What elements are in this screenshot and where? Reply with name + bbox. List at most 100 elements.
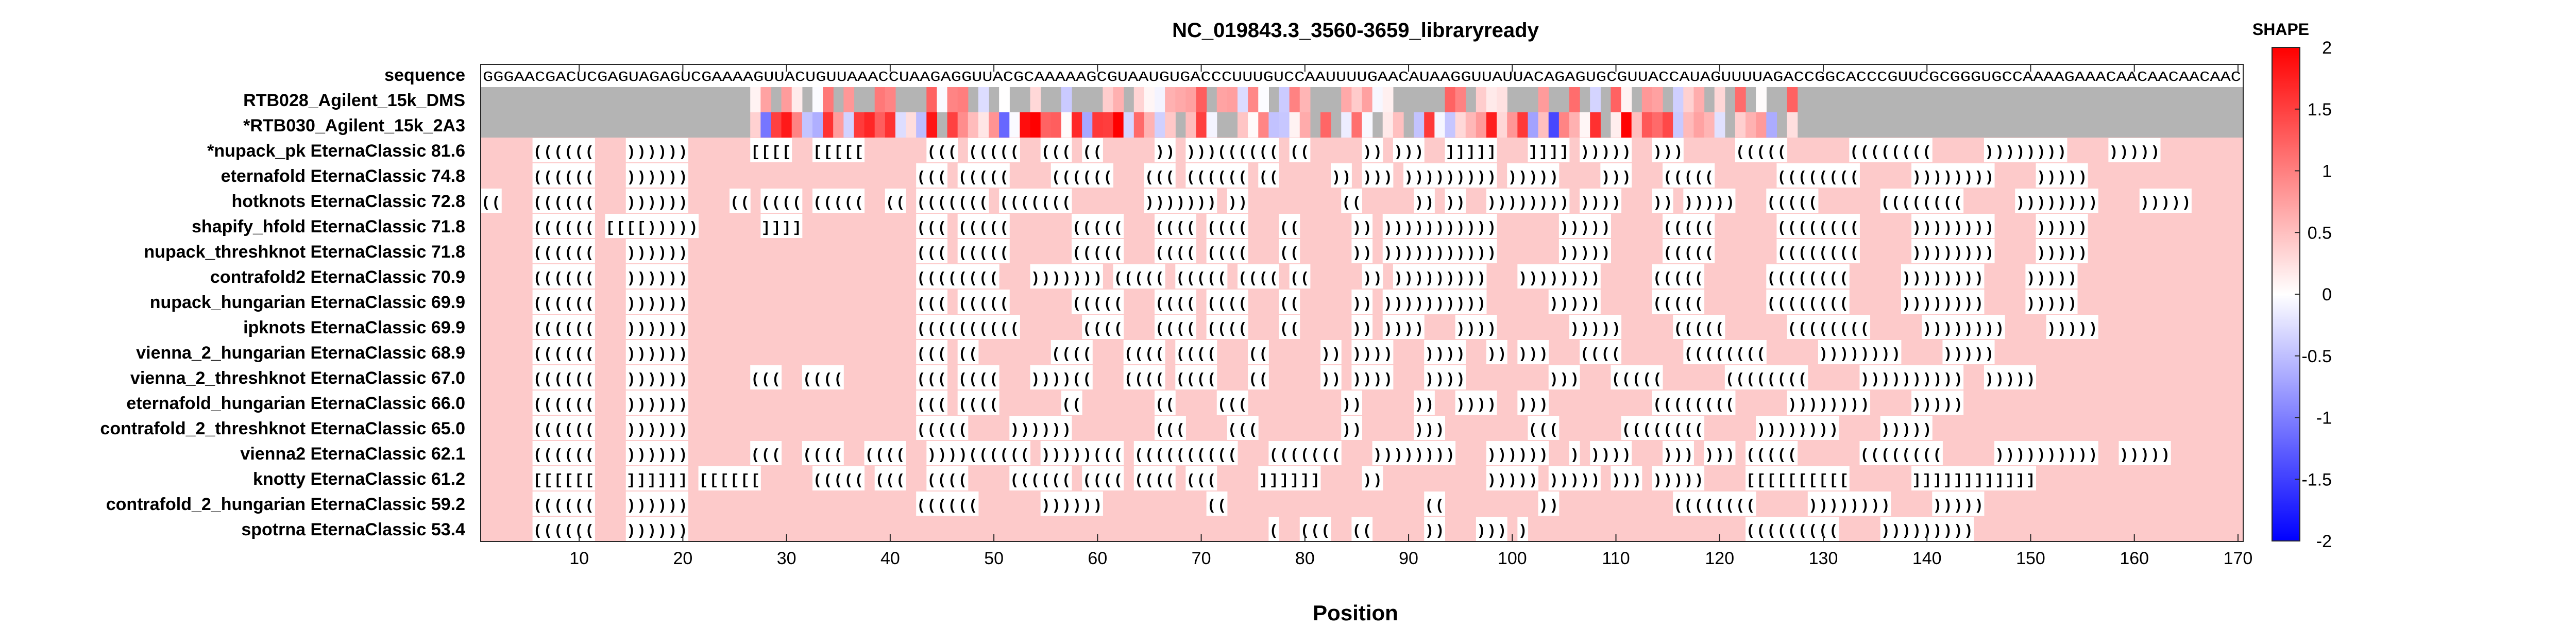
- paired-cell: [1880, 365, 1891, 389]
- paired-cell: [677, 138, 688, 162]
- paired-cell: [1807, 189, 1819, 213]
- paired-cell: [854, 466, 865, 490]
- bracket-char: (: [585, 396, 594, 413]
- paired-cell: [1704, 189, 1715, 213]
- bracket-char: (: [533, 497, 542, 514]
- colorbar-tick-label: -1: [2316, 409, 2332, 428]
- paired-cell: [574, 189, 585, 213]
- bracket-char: ): [668, 194, 677, 211]
- bracket-char: ): [1850, 497, 1859, 514]
- paired-cell: [677, 290, 688, 314]
- bracket-char: (: [1757, 447, 1766, 464]
- bracket-char: ): [1902, 371, 1910, 388]
- bracket-char: ): [1383, 447, 1392, 464]
- paired-cell: [1828, 416, 1839, 440]
- paired-cell: [1580, 138, 1590, 162]
- paired-cell: [1704, 492, 1715, 516]
- paired-cell: [1673, 492, 1684, 516]
- bracket-char: ): [1466, 245, 1475, 262]
- paired-cell: [1663, 441, 1673, 465]
- paired-cell: [1455, 138, 1466, 162]
- paired-cell: [1693, 340, 1705, 364]
- paired-cell: [1372, 163, 1383, 188]
- paired-cell: [1745, 340, 1756, 364]
- bracket-char: ): [1062, 447, 1071, 464]
- paired-cell: [625, 264, 637, 289]
- bracket-char: (: [554, 497, 563, 514]
- paired-cell: [1600, 138, 1611, 162]
- paired-cell: [1268, 138, 1280, 162]
- bracket-char: ): [1394, 320, 1402, 337]
- shape-cell: [1216, 87, 1228, 112]
- bracket-char: (: [958, 245, 967, 262]
- paired-cell: [1797, 214, 1808, 238]
- paired-cell: [1745, 441, 1756, 465]
- paired-cell: [1911, 466, 1922, 490]
- bracket-char: ): [1207, 194, 1216, 211]
- paired-cell: [1818, 239, 1829, 263]
- bracket-char: ): [1062, 421, 1071, 438]
- paired-cell: [1963, 163, 1974, 188]
- bracket-char: ): [2109, 144, 2118, 161]
- paired-cell: [957, 290, 969, 314]
- bracket-char: ): [1352, 346, 1361, 363]
- paired-cell: [812, 138, 823, 162]
- paired-cell: [1072, 391, 1082, 415]
- paired-cell: [657, 264, 668, 289]
- paired-cell: [1227, 163, 1238, 188]
- shape-cell: [947, 87, 958, 112]
- paired-cell: [1258, 138, 1269, 162]
- bracket-char: ): [657, 522, 666, 539]
- paired-cell: [1652, 189, 1663, 213]
- bracket-char: ]: [1446, 144, 1454, 161]
- paired-cell: [957, 239, 969, 263]
- paired-cell: [1445, 441, 1456, 465]
- paired-cell: [1403, 264, 1414, 289]
- bracket-char: (: [917, 396, 926, 413]
- bracket-char: (: [1000, 169, 1009, 186]
- shape-cell: [1165, 87, 1176, 112]
- bracket-char: ): [1663, 447, 1672, 464]
- bracket-char: (: [1653, 396, 1662, 413]
- paired-cell: [1797, 315, 1808, 339]
- paired-cell: [2088, 441, 2098, 465]
- bracket-char: (: [574, 219, 583, 236]
- bracket-char: [: [844, 144, 853, 161]
- bracket-char: (: [1819, 320, 1827, 337]
- paired-cell: [2015, 138, 2026, 162]
- bracket-char: ): [1871, 371, 1879, 388]
- paired-cell: [1673, 264, 1684, 289]
- paired-cell: [1807, 163, 1819, 188]
- paired-cell: [1362, 315, 1373, 339]
- paired-cell: [1590, 441, 1601, 465]
- paired-cell: [1434, 264, 1445, 289]
- paired-cell: [677, 492, 688, 516]
- paired-cell: [532, 189, 544, 213]
- bracket-char: (: [1155, 245, 1164, 262]
- paired-cell: [1569, 315, 1580, 339]
- bracket-char: (: [1674, 270, 1683, 287]
- bracket-char: (: [1166, 472, 1175, 489]
- bracket-char: ): [1923, 396, 1931, 413]
- paired-cell: [1963, 214, 1974, 238]
- paired-cell: [1818, 466, 1829, 490]
- bracket-char: (: [1000, 320, 1009, 337]
- structure-row-label: shapify_hfold EternaClassic 71.8: [192, 217, 465, 236]
- shape-cell: [906, 112, 917, 138]
- paired-cell: [1984, 365, 1995, 389]
- bracket-char: ): [1684, 447, 1693, 464]
- bracket-char: ): [2016, 447, 2025, 464]
- shape-cell: [1486, 87, 1497, 112]
- bracket-char: ): [647, 194, 656, 211]
- paired-cell: [947, 315, 958, 339]
- bracket-char: (: [1207, 371, 1216, 388]
- paired-cell: [625, 517, 637, 541]
- paired-cell: [1424, 264, 1435, 289]
- bracket-char: ): [1529, 396, 1537, 413]
- bracket-char: (: [1083, 472, 1092, 489]
- bracket-char: (: [1860, 320, 1869, 337]
- paired-cell: [1113, 239, 1124, 263]
- paired-cell: [1434, 214, 1445, 238]
- paired-cell: [895, 189, 906, 213]
- bracket-char: (: [1808, 219, 1817, 236]
